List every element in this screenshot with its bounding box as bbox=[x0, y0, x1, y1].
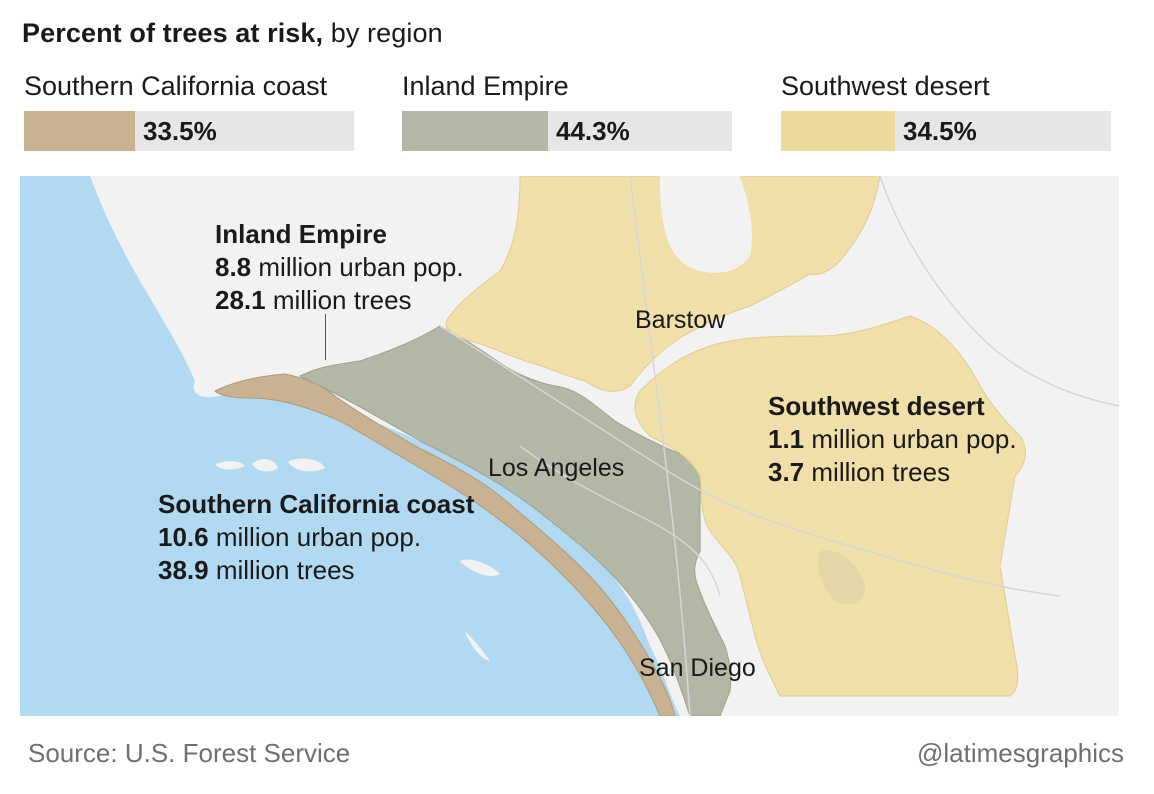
region-name-coast: Southern California coast bbox=[158, 489, 475, 519]
title-rest: by region bbox=[323, 18, 443, 48]
region-trees-coast: 38.9 million trees bbox=[158, 554, 474, 587]
region-trees-inland: 28.1 million trees bbox=[215, 284, 464, 317]
region-pop-number-inland: 8.8 bbox=[215, 252, 252, 282]
bar-value-inland: 44.3% bbox=[556, 116, 630, 146]
region-trees-desert: 3.7 million trees bbox=[768, 456, 1017, 489]
barstow-interior-gap bbox=[660, 176, 752, 273]
inland-region bbox=[298, 325, 732, 716]
city-label-barstow: Barstow bbox=[635, 306, 726, 334]
bar-value-desert: 34.5% bbox=[903, 116, 977, 146]
road-4 bbox=[519, 445, 721, 597]
region-label-coast: Southern California coast 10.6 million u… bbox=[158, 488, 474, 587]
island-2 bbox=[252, 459, 278, 472]
bar-fill-desert bbox=[781, 111, 895, 151]
legend-label-inland: Inland Empire bbox=[402, 71, 569, 101]
region-pop-text-inland: million urban pop. bbox=[251, 252, 464, 282]
region-pop-inland: 8.8 million urban pop. bbox=[215, 251, 464, 284]
region-pop-number-desert: 1.1 bbox=[768, 424, 805, 454]
region-map: Inland Empire 8.8 million urban pop. 28.… bbox=[20, 176, 1119, 716]
roads bbox=[439, 176, 1119, 716]
coast-region bbox=[214, 373, 676, 716]
city-label-san-diego: San Diego bbox=[639, 654, 756, 682]
road-3 bbox=[879, 176, 1119, 407]
region-label-inland: Inland Empire 8.8 million urban pop. 28.… bbox=[215, 218, 464, 317]
road-2 bbox=[629, 176, 691, 716]
island-5 bbox=[465, 631, 490, 661]
bar-fill-coast bbox=[24, 111, 135, 151]
legend-item-desert: Southwest desert 34.5% bbox=[781, 70, 1111, 151]
source-note: Source: U.S. Forest Service bbox=[28, 738, 351, 768]
map-canvas bbox=[20, 176, 1119, 716]
island-1 bbox=[215, 461, 245, 470]
progress-bar-desert: 34.5% bbox=[781, 111, 1111, 151]
region-trees-text-inland: million trees bbox=[265, 285, 412, 315]
region-trees-text-coast: million trees bbox=[208, 555, 355, 585]
desert-region bbox=[445, 176, 1026, 697]
region-pop-number-coast: 10.6 bbox=[158, 522, 209, 552]
region-name-inland: Inland Empire bbox=[215, 219, 387, 249]
lake-shape bbox=[818, 550, 865, 605]
region-trees-text-desert: million trees bbox=[804, 457, 951, 487]
legend-item-inland: Inland Empire 44.3% bbox=[402, 70, 732, 151]
region-pop-desert: 1.1 million urban pop. bbox=[768, 423, 1017, 456]
island-4 bbox=[460, 559, 500, 577]
bar-value-coast: 33.5% bbox=[143, 116, 217, 146]
region-trees-number-desert: 3.7 bbox=[768, 457, 805, 487]
region-trees-number-coast: 38.9 bbox=[158, 555, 209, 585]
region-pop-text-coast: million urban pop. bbox=[208, 522, 422, 552]
bar-fill-inland bbox=[402, 111, 548, 151]
leader-line-inland bbox=[325, 314, 326, 360]
legend-item-coast: Southern California coast 33.5% bbox=[24, 70, 354, 151]
city-label-los-angeles: Los Angeles bbox=[488, 454, 625, 482]
channel-islands bbox=[215, 458, 500, 661]
region-label-desert: Southwest desert 1.1 million urban pop. … bbox=[768, 390, 1017, 489]
region-name-desert: Southwest desert bbox=[768, 391, 985, 421]
region-pop-text-desert: million urban pop. bbox=[804, 424, 1017, 454]
progress-bar-coast: 33.5% bbox=[24, 111, 354, 151]
region-pop-coast: 10.6 million urban pop. bbox=[158, 521, 474, 554]
road-1 bbox=[439, 325, 1061, 597]
credit-handle: @latimesgraphics bbox=[916, 738, 1124, 768]
legend-label-coast: Southern California coast bbox=[24, 71, 328, 101]
progress-bar-inland: 44.3% bbox=[402, 111, 732, 151]
island-3 bbox=[288, 458, 325, 472]
region-trees-number-inland: 28.1 bbox=[215, 285, 266, 315]
title-bold: Percent of trees at risk, bbox=[22, 18, 324, 48]
legend-label-desert: Southwest desert bbox=[781, 71, 990, 101]
chart-title: Percent of trees at risk, by region bbox=[22, 18, 443, 49]
